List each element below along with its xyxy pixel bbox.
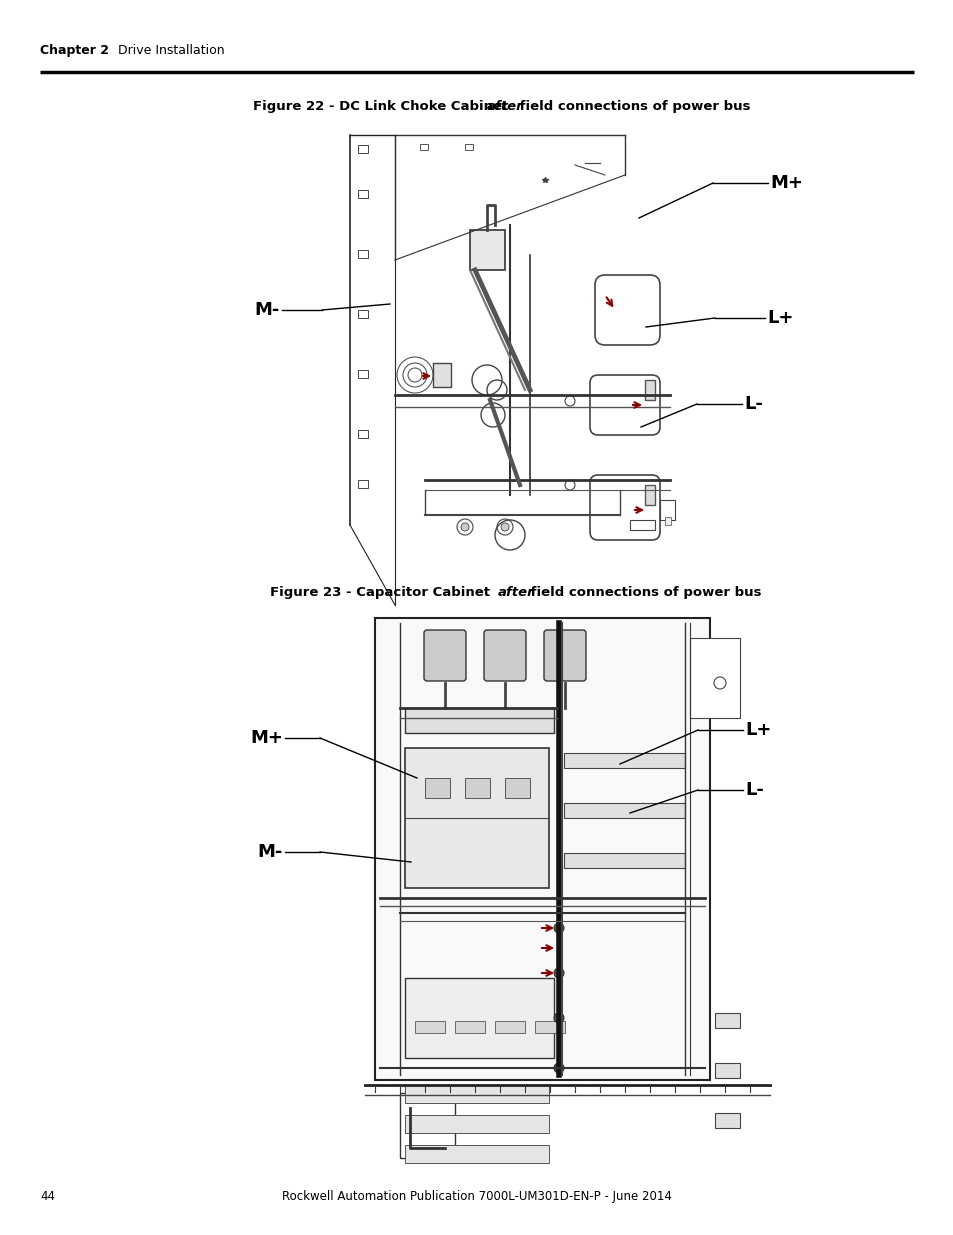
Text: L+: L+ [766,309,793,327]
Text: Figure 23 - Capacitor Cabinet: Figure 23 - Capacitor Cabinet [270,585,494,599]
Bar [563,853,684,868]
Ellipse shape [422,986,447,1000]
Text: M+: M+ [769,174,802,191]
Bar [714,1013,740,1028]
Bar [405,1086,548,1103]
Text: M-: M- [257,844,283,861]
Text: L-: L- [744,781,763,799]
FancyBboxPatch shape [589,475,659,540]
FancyBboxPatch shape [423,630,465,680]
Bar [357,310,368,317]
Ellipse shape [422,1010,447,1025]
Circle shape [554,968,563,978]
Bar [563,753,684,768]
Text: 44: 44 [40,1191,55,1203]
Bar [470,230,504,270]
Bar [424,778,450,798]
FancyBboxPatch shape [595,275,659,345]
Bar [535,1021,564,1032]
Bar [357,249,368,258]
Circle shape [460,522,469,531]
Bar [689,638,740,718]
Text: field connections of power bus: field connections of power bus [515,100,750,112]
Bar [399,1093,455,1158]
Bar [455,1021,484,1032]
Text: Rockwell Automation Publication 7000L-UM301D-EN-P - June 2014: Rockwell Automation Publication 7000L-UM… [282,1191,671,1203]
Bar [644,485,655,505]
Text: L+: L+ [744,721,771,739]
Bar [629,520,655,530]
FancyBboxPatch shape [483,630,525,680]
Bar [563,803,684,818]
Bar [495,1021,524,1032]
Bar [405,1145,548,1163]
Circle shape [554,923,563,932]
Bar [464,778,490,798]
Bar [714,1063,740,1078]
Text: Chapter 2: Chapter 2 [40,44,109,57]
Bar [419,144,428,149]
Bar [357,190,368,198]
Bar [464,144,473,149]
Text: field connections of power bus: field connections of power bus [525,585,760,599]
Bar [405,708,554,734]
FancyBboxPatch shape [543,630,585,680]
Circle shape [500,522,509,531]
FancyBboxPatch shape [589,375,659,435]
Bar [433,363,451,387]
Text: after: after [497,585,534,599]
Text: M-: M- [254,301,280,319]
Bar [644,380,655,400]
Bar [664,517,670,525]
Bar [659,500,675,520]
Bar [405,1115,548,1132]
Text: M+: M+ [250,729,283,747]
Bar [405,978,554,1058]
Text: after: after [486,100,523,112]
Bar [357,144,368,153]
Bar [357,430,368,438]
Circle shape [554,1063,563,1073]
Bar [405,748,548,888]
Text: Drive Installation: Drive Installation [118,44,224,57]
Text: Figure 22 - DC Link Choke Cabinet: Figure 22 - DC Link Choke Cabinet [253,100,513,112]
Text: L-: L- [743,395,762,412]
Bar [415,1021,444,1032]
Bar [714,1113,740,1128]
Bar [357,370,368,378]
Bar [375,618,709,1079]
Circle shape [554,1013,563,1023]
Bar [504,778,530,798]
Bar [357,480,368,488]
